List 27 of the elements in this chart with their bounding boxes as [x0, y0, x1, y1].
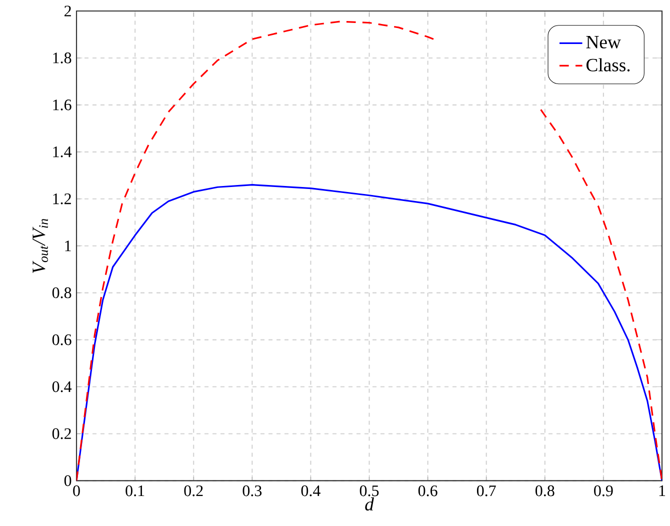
x-tick-label: 0.7: [476, 485, 496, 496]
line-series: [76, 184, 662, 481]
x-tick-label: 0.6: [418, 485, 438, 496]
legend-label: Class.: [586, 58, 630, 72]
x-tick-label: 0.2: [184, 485, 203, 496]
y-axis-title: V$_{out}$/V$_{in}$: [32, 218, 48, 273]
y-tick-label: 0: [64, 475, 72, 486]
x-tick-label: 0.1: [126, 485, 144, 496]
x-tick-label: 0.4: [301, 485, 320, 496]
x-axis-title: d: [365, 497, 374, 511]
y-tick-label: 1.6: [53, 100, 72, 110]
y-tick-label: 1.2: [53, 193, 71, 204]
y-tick-label: 0.2: [52, 428, 71, 440]
x-tick-label: 0.5: [360, 485, 379, 496]
y-tick-label: 1.4: [53, 146, 72, 158]
x-tick-label: 1: [659, 485, 666, 496]
x-tick-label: 0.8: [536, 485, 554, 496]
x-tick-label: 0.9: [594, 485, 613, 496]
y-tick-label: 1.8: [53, 52, 72, 64]
y-tick-label: 1: [65, 240, 71, 252]
y-tick-label: 2: [64, 6, 71, 16]
y-tick-label: 0.4: [52, 381, 72, 392]
y-tick-label: 0.8: [52, 287, 72, 298]
legend-label: New: [586, 36, 621, 48]
x-tick-label: 0.3: [242, 485, 262, 496]
x-tick-label: 0: [73, 485, 80, 496]
y-tick-label: 0.6: [52, 334, 72, 346]
